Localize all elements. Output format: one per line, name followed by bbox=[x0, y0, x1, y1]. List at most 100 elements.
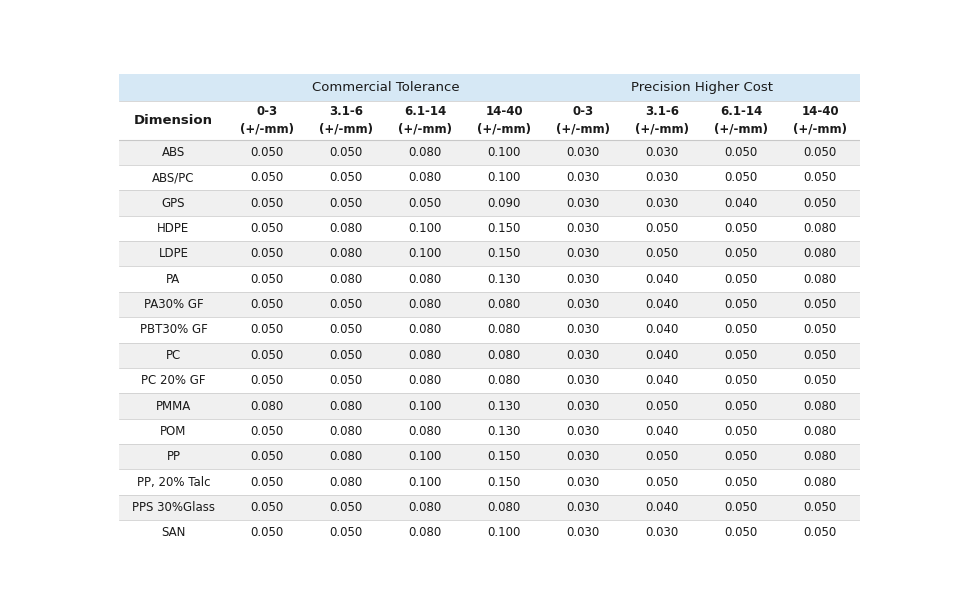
Text: 0.030: 0.030 bbox=[646, 171, 679, 184]
Text: 0.090: 0.090 bbox=[487, 197, 520, 210]
Text: GPS: GPS bbox=[161, 197, 185, 210]
Text: 0.030: 0.030 bbox=[566, 374, 600, 387]
Text: 0.050: 0.050 bbox=[250, 451, 284, 463]
Text: 0.050: 0.050 bbox=[725, 222, 757, 235]
Text: 0.050: 0.050 bbox=[250, 146, 284, 159]
Text: 0.030: 0.030 bbox=[566, 451, 600, 463]
Text: PA30% GF: PA30% GF bbox=[143, 298, 203, 311]
Text: 0.080: 0.080 bbox=[803, 273, 837, 286]
Text: 0.080: 0.080 bbox=[329, 222, 363, 235]
Text: ABS/PC: ABS/PC bbox=[152, 171, 195, 184]
Bar bbox=[119, 419, 860, 444]
Text: 0.050: 0.050 bbox=[250, 171, 284, 184]
Text: PMMA: PMMA bbox=[156, 400, 191, 413]
Text: SAN: SAN bbox=[161, 527, 185, 539]
Text: 0.050: 0.050 bbox=[250, 476, 284, 489]
Text: 0.050: 0.050 bbox=[250, 298, 284, 311]
Text: 0.080: 0.080 bbox=[487, 324, 520, 337]
Text: 0.030: 0.030 bbox=[566, 171, 600, 184]
Text: 0.050: 0.050 bbox=[250, 247, 284, 261]
Bar bbox=[119, 267, 860, 292]
Text: 0.080: 0.080 bbox=[803, 247, 837, 261]
Text: 0.030: 0.030 bbox=[646, 527, 679, 539]
Text: 0.100: 0.100 bbox=[409, 476, 442, 489]
Text: 0.080: 0.080 bbox=[409, 349, 442, 362]
Text: 0.050: 0.050 bbox=[803, 374, 837, 387]
Text: 0.050: 0.050 bbox=[803, 298, 837, 311]
Text: 0.050: 0.050 bbox=[803, 324, 837, 337]
Text: 0.030: 0.030 bbox=[566, 400, 600, 413]
Text: 0.030: 0.030 bbox=[646, 197, 679, 210]
Text: 0.050: 0.050 bbox=[803, 171, 837, 184]
Text: 6.1-14
(+/-mm): 6.1-14 (+/-mm) bbox=[714, 105, 768, 135]
Text: 0.150: 0.150 bbox=[487, 451, 520, 463]
Text: LDPE: LDPE bbox=[159, 247, 188, 261]
Bar bbox=[119, 394, 860, 419]
Text: 0.030: 0.030 bbox=[566, 222, 600, 235]
Text: 0.050: 0.050 bbox=[803, 146, 837, 159]
Text: 0.130: 0.130 bbox=[487, 425, 520, 438]
Text: 0.050: 0.050 bbox=[725, 298, 757, 311]
Text: 0.080: 0.080 bbox=[409, 273, 442, 286]
Text: 0.040: 0.040 bbox=[646, 425, 679, 438]
Bar bbox=[119, 292, 860, 318]
Text: 0.030: 0.030 bbox=[566, 197, 600, 210]
Text: 0.080: 0.080 bbox=[409, 425, 442, 438]
Bar bbox=[119, 470, 860, 495]
Text: POM: POM bbox=[160, 425, 186, 438]
Bar bbox=[119, 368, 860, 394]
Text: 0.050: 0.050 bbox=[250, 273, 284, 286]
Text: 0.050: 0.050 bbox=[329, 501, 363, 514]
Bar bbox=[119, 318, 860, 343]
Text: 0.050: 0.050 bbox=[250, 349, 284, 362]
Text: 14-40
(+/-mm): 14-40 (+/-mm) bbox=[793, 105, 847, 135]
Text: 0.030: 0.030 bbox=[566, 298, 600, 311]
Bar bbox=[119, 495, 860, 520]
Bar bbox=[119, 520, 860, 546]
Text: PPS 30%Glass: PPS 30%Glass bbox=[132, 501, 215, 514]
Text: 0.040: 0.040 bbox=[724, 197, 757, 210]
Text: 0.080: 0.080 bbox=[803, 425, 837, 438]
Text: 0.030: 0.030 bbox=[566, 476, 600, 489]
Text: 0.080: 0.080 bbox=[803, 222, 837, 235]
Text: 0.050: 0.050 bbox=[646, 247, 679, 261]
Text: 0.030: 0.030 bbox=[566, 425, 600, 438]
Bar bbox=[119, 191, 860, 216]
Text: 0.080: 0.080 bbox=[329, 273, 363, 286]
Bar bbox=[119, 343, 860, 368]
Text: 0.080: 0.080 bbox=[409, 324, 442, 337]
Text: 0.150: 0.150 bbox=[487, 222, 520, 235]
Text: 0.040: 0.040 bbox=[646, 374, 679, 387]
Text: 0.050: 0.050 bbox=[646, 451, 679, 463]
Bar bbox=[119, 165, 860, 191]
Text: 0.050: 0.050 bbox=[646, 476, 679, 489]
Text: 0.080: 0.080 bbox=[250, 400, 284, 413]
Text: 0.030: 0.030 bbox=[566, 501, 600, 514]
Text: HDPE: HDPE bbox=[158, 222, 190, 235]
Text: PP, 20% Talc: PP, 20% Talc bbox=[137, 476, 210, 489]
Text: 0.050: 0.050 bbox=[250, 527, 284, 539]
Text: 6.1-14
(+/-mm): 6.1-14 (+/-mm) bbox=[398, 105, 452, 135]
Text: 0.080: 0.080 bbox=[409, 146, 442, 159]
Bar bbox=[119, 241, 860, 267]
Text: 0.050: 0.050 bbox=[250, 197, 284, 210]
Text: 0.050: 0.050 bbox=[329, 171, 363, 184]
Text: 0.050: 0.050 bbox=[725, 425, 757, 438]
Text: 0.050: 0.050 bbox=[250, 324, 284, 337]
Text: 0.050: 0.050 bbox=[250, 374, 284, 387]
Text: 0-3
(+/-mm): 0-3 (+/-mm) bbox=[240, 105, 294, 135]
Text: 0.080: 0.080 bbox=[487, 298, 520, 311]
Text: 0.080: 0.080 bbox=[329, 476, 363, 489]
Bar bbox=[119, 101, 860, 140]
Text: 14-40
(+/-mm): 14-40 (+/-mm) bbox=[478, 105, 531, 135]
Text: 3.1-6
(+/-mm): 3.1-6 (+/-mm) bbox=[635, 105, 690, 135]
Text: Precision Higher Cost: Precision Higher Cost bbox=[630, 81, 773, 94]
Text: 0.050: 0.050 bbox=[725, 349, 757, 362]
Text: 0.050: 0.050 bbox=[803, 349, 837, 362]
Text: 0.080: 0.080 bbox=[409, 171, 442, 184]
Text: 0.080: 0.080 bbox=[409, 374, 442, 387]
Text: 0.150: 0.150 bbox=[487, 476, 520, 489]
Text: 0.050: 0.050 bbox=[725, 476, 757, 489]
Text: 0.150: 0.150 bbox=[487, 247, 520, 261]
Text: 0.100: 0.100 bbox=[409, 222, 442, 235]
